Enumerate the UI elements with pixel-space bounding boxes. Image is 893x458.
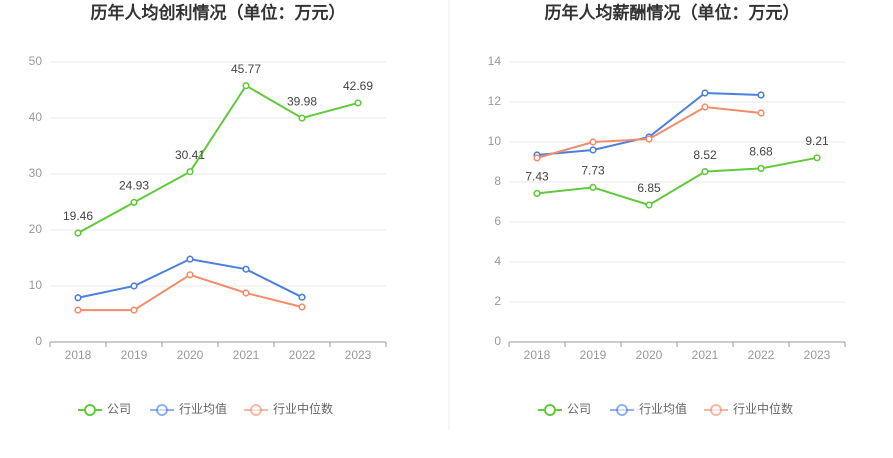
x-tick-label: 2023	[345, 348, 372, 362]
point	[242, 265, 250, 273]
point	[701, 103, 709, 111]
point	[298, 303, 306, 311]
point	[130, 306, 138, 314]
x-tick-label: 2020	[636, 348, 663, 362]
series-line	[77, 258, 303, 299]
y-tick-label: 4	[494, 254, 501, 268]
data-label: 8.52	[693, 148, 717, 162]
x-tick-label: 2023	[804, 348, 831, 362]
y-tick-label: 14	[488, 54, 502, 68]
series-line	[536, 105, 762, 159]
legend-label: 公司	[567, 402, 591, 416]
data-label: 7.73	[581, 164, 605, 178]
legend-marker	[250, 404, 262, 416]
point	[645, 135, 653, 143]
data-label: 39.98	[287, 94, 317, 108]
y-tick-label: 6	[494, 214, 501, 228]
point	[74, 294, 82, 302]
y-tick-label: 12	[488, 94, 502, 108]
y-tick-label: 2	[494, 294, 501, 308]
y-tick-label: 10	[488, 134, 502, 148]
y-tick-label: 0	[494, 334, 501, 348]
y-tick-label: 20	[29, 222, 43, 236]
data-label: 45.77	[231, 62, 261, 76]
point	[130, 282, 138, 290]
x-tick-label: 2020	[177, 348, 204, 362]
point	[242, 289, 250, 297]
legend-marker	[156, 404, 168, 416]
data-label: 6.85	[637, 181, 661, 195]
y-tick-label: 10	[29, 278, 43, 292]
chart-title: 历年人均创利情况（单位：万元）	[91, 2, 346, 22]
point	[186, 255, 194, 263]
y-tick-label: 8	[494, 174, 501, 188]
data-label: 8.68	[749, 145, 773, 159]
point	[533, 189, 541, 197]
legend-label: 行业中位数	[733, 401, 793, 416]
data-label: 30.41	[175, 148, 205, 162]
point	[757, 109, 765, 117]
legend-marker	[710, 404, 722, 416]
series-line	[77, 84, 359, 234]
legend-label: 行业均值	[179, 401, 227, 416]
point	[74, 229, 82, 237]
point	[701, 168, 709, 176]
y-tick-label: 50	[29, 54, 43, 68]
point	[130, 198, 138, 206]
data-label: 19.46	[63, 209, 93, 223]
legend-marker	[616, 404, 628, 416]
point	[589, 183, 597, 191]
x-tick-label: 2019	[121, 348, 148, 362]
legend-label: 行业中位数	[273, 401, 333, 416]
chart-title: 历年人均薪酬情况（单位：万元）	[545, 2, 800, 22]
data-label: 24.93	[119, 179, 149, 193]
data-label: 42.69	[343, 79, 373, 93]
x-tick-label: 2022	[289, 348, 316, 362]
y-tick-label: 40	[29, 110, 43, 124]
point	[701, 89, 709, 97]
x-tick-label: 2021	[233, 348, 260, 362]
point	[298, 114, 306, 122]
data-label: 9.21	[805, 134, 829, 148]
point	[186, 271, 194, 279]
x-tick-label: 2018	[524, 348, 551, 362]
legend-label: 公司	[107, 402, 131, 416]
point	[74, 306, 82, 314]
series-line	[536, 156, 818, 207]
point	[757, 91, 765, 99]
x-tick-label: 2022	[748, 348, 775, 362]
point	[242, 82, 250, 90]
data-label: 7.43	[525, 170, 549, 184]
point	[533, 154, 541, 162]
point	[757, 164, 765, 172]
x-tick-label: 2018	[65, 348, 92, 362]
legend-marker	[84, 404, 96, 416]
legend-marker	[544, 404, 556, 416]
point	[354, 99, 362, 107]
point	[298, 293, 306, 301]
legend-label: 行业均值	[639, 401, 687, 416]
point	[813, 154, 821, 162]
point	[645, 201, 653, 209]
y-tick-label: 30	[29, 166, 43, 180]
point	[589, 138, 597, 146]
x-tick-label: 2021	[692, 348, 719, 362]
point	[589, 146, 597, 154]
x-tick-label: 2019	[580, 348, 607, 362]
point	[186, 168, 194, 176]
y-tick-label: 0	[35, 334, 42, 348]
